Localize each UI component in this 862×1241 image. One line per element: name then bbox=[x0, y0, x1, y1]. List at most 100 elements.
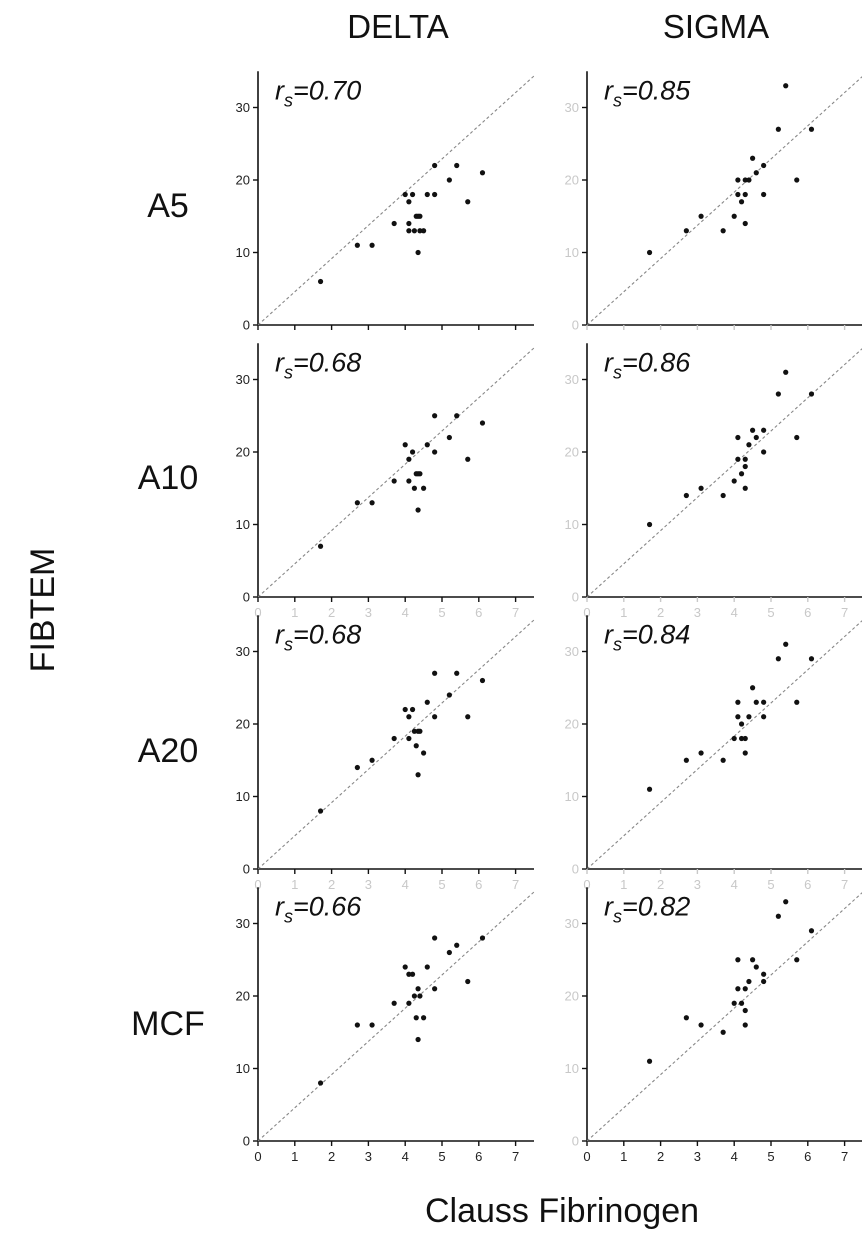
data-point bbox=[742, 1007, 748, 1014]
data-point bbox=[775, 913, 781, 919]
identity-line bbox=[586, 348, 862, 598]
panel-mcf-delta: 0 10 20 30 0 1 2 3 4 5 6 7 rs=0.66 bbox=[236, 887, 535, 1164]
data-point bbox=[409, 971, 416, 977]
data-point bbox=[720, 757, 726, 763]
data-point bbox=[424, 191, 430, 198]
data-point bbox=[738, 721, 745, 727]
y-tick-label: 20 bbox=[565, 989, 579, 1004]
x-tick-label: 2 bbox=[328, 605, 335, 620]
data-point bbox=[753, 699, 759, 705]
data-point bbox=[446, 949, 452, 956]
x-tick-label: 4 bbox=[731, 877, 738, 892]
data-point bbox=[775, 656, 781, 662]
data-point bbox=[406, 220, 412, 227]
y-tick-label: 30 bbox=[236, 100, 250, 115]
x-tick-label: 7 bbox=[512, 1149, 519, 1164]
data-point bbox=[735, 434, 741, 441]
data-point bbox=[415, 249, 421, 256]
data-point bbox=[761, 427, 767, 433]
data-point bbox=[775, 126, 781, 132]
data-point bbox=[742, 735, 748, 742]
data-point bbox=[746, 442, 752, 448]
data-point bbox=[742, 456, 748, 462]
data-point bbox=[454, 670, 460, 676]
data-point bbox=[742, 485, 748, 491]
data-point bbox=[465, 199, 471, 205]
data-point bbox=[761, 449, 767, 455]
data-point bbox=[317, 278, 324, 285]
data-point bbox=[750, 957, 756, 963]
identity-line bbox=[257, 75, 535, 326]
data-point bbox=[354, 500, 360, 506]
x-axis-title: Clauss Fibrinogen bbox=[425, 1192, 699, 1230]
x-tick-label: 2 bbox=[657, 1149, 664, 1164]
data-point bbox=[735, 986, 741, 992]
data-point bbox=[775, 391, 781, 397]
correlation-label: rs=0.68 bbox=[275, 619, 361, 654]
identity-line bbox=[257, 619, 535, 870]
data-point bbox=[753, 434, 759, 441]
data-point bbox=[432, 670, 438, 676]
data-point bbox=[409, 191, 416, 198]
y-tick-label: 20 bbox=[236, 445, 250, 460]
data-point bbox=[406, 714, 412, 720]
x-tick-label: 5 bbox=[438, 605, 445, 620]
x-tick-label: 0 bbox=[583, 877, 590, 892]
data-point bbox=[411, 228, 417, 234]
data-point bbox=[720, 1029, 726, 1035]
data-point bbox=[783, 899, 789, 905]
x-tick-label: 0 bbox=[583, 1149, 590, 1164]
data-point bbox=[794, 957, 800, 963]
data-point bbox=[731, 1000, 737, 1006]
panel-a20-delta: 0 10 20 30 0 1 2 3 4 5 6 7 rs=0.68 bbox=[236, 615, 535, 892]
data-point bbox=[417, 213, 423, 219]
x-tick-label: 4 bbox=[402, 605, 409, 620]
data-point bbox=[750, 685, 756, 691]
y-tick-label: 10 bbox=[565, 1061, 579, 1076]
y-tick-label: 0 bbox=[572, 318, 579, 333]
data-point bbox=[698, 1022, 704, 1028]
data-point bbox=[369, 757, 375, 763]
data-point bbox=[432, 986, 438, 992]
x-tick-label: 7 bbox=[841, 877, 848, 892]
data-point bbox=[742, 463, 748, 470]
y-tick-label: 20 bbox=[565, 173, 579, 188]
data-point bbox=[479, 420, 486, 426]
x-tick-label: 7 bbox=[512, 877, 519, 892]
data-point bbox=[354, 764, 360, 771]
data-point bbox=[761, 191, 767, 198]
correlation-label: rs=0.85 bbox=[604, 75, 691, 110]
data-point bbox=[391, 735, 397, 742]
data-point bbox=[421, 228, 427, 234]
y-tick-label: 30 bbox=[565, 916, 579, 931]
data-point bbox=[417, 993, 423, 999]
data-point bbox=[735, 699, 741, 705]
panel-a10-sigma: 0 10 20 30 0 1 2 3 4 5 6 7 rs=0.86 bbox=[565, 343, 862, 620]
data-point bbox=[794, 434, 800, 441]
data-point bbox=[421, 485, 427, 491]
data-point bbox=[446, 177, 452, 183]
data-point bbox=[406, 456, 412, 462]
row-title-a20: A20 bbox=[138, 732, 199, 770]
data-point bbox=[683, 492, 689, 499]
data-point bbox=[446, 692, 452, 698]
correlation-label: rs=0.70 bbox=[275, 75, 361, 110]
row-title-a10: A10 bbox=[138, 459, 199, 497]
data-point bbox=[746, 978, 752, 985]
y-tick-label: 30 bbox=[236, 644, 250, 659]
x-tick-label: 3 bbox=[694, 877, 701, 892]
data-point bbox=[465, 456, 471, 462]
data-point bbox=[432, 162, 438, 169]
data-point bbox=[411, 993, 417, 999]
row-title-a5: A5 bbox=[147, 187, 189, 225]
data-point bbox=[421, 1015, 427, 1021]
y-tick-label: 20 bbox=[565, 445, 579, 460]
x-tick-label: 7 bbox=[841, 605, 848, 620]
data-point bbox=[415, 986, 421, 992]
data-point bbox=[413, 1015, 419, 1021]
x-tick-label: 3 bbox=[365, 877, 372, 892]
data-point bbox=[698, 485, 704, 491]
data-point bbox=[794, 177, 800, 183]
